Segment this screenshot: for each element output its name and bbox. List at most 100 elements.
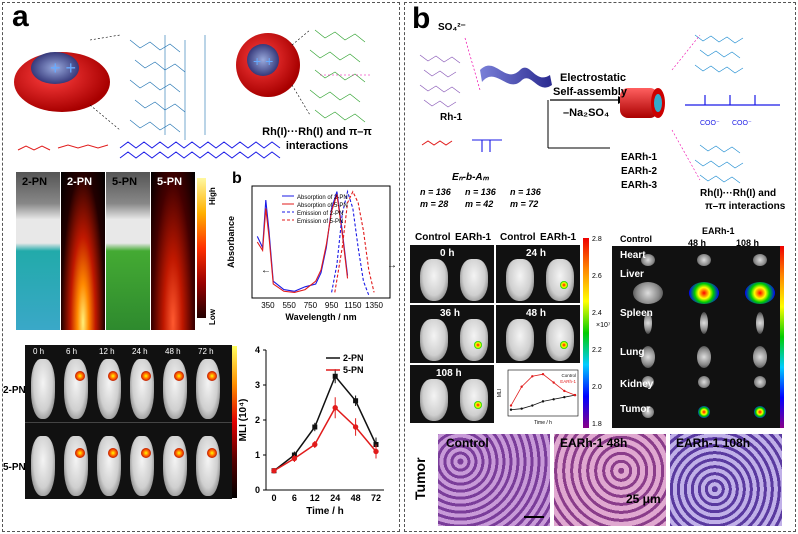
b-mouse-1-1: [546, 259, 574, 301]
scale-bar: [524, 516, 544, 518]
b-mouse-signal-1: [560, 281, 568, 289]
mouse-time-4: 48 h: [165, 347, 181, 356]
mouse-1-3: [130, 436, 154, 496]
abs-series-3: [334, 190, 375, 293]
organ-1-1: [689, 282, 719, 304]
mli-point-1-3: [332, 405, 338, 411]
inset-point-1-3: [541, 372, 545, 376]
mouse-0-1: [64, 359, 88, 419]
histology-108h: [670, 434, 782, 526]
mouse-time-0: 0 h: [33, 347, 45, 356]
invivo-tile-0h: [410, 245, 494, 303]
mli-xtick-1: 6: [292, 493, 297, 503]
organ-colorbar: [780, 246, 784, 428]
vial-photos: 2-PN 2-PN 5-PN 5-PN: [16, 172, 196, 330]
inset-point-1-2: [531, 375, 534, 378]
mli-point-0-2: [312, 424, 318, 430]
b-mouse-3-1: [546, 319, 574, 361]
mli-xtick-5: 72: [371, 493, 381, 503]
time-0h: 0 h: [440, 248, 455, 259]
mouse-0-3: [130, 359, 154, 419]
img-header-3: Control: [500, 232, 536, 243]
inset-point-0-4: [552, 398, 555, 401]
abs-xlabel: Wavelength / nm: [285, 312, 356, 322]
b-mouse-3-0: [506, 319, 534, 361]
abs-arrow-right: →: [387, 260, 396, 271]
mouse-signal-0-3: [141, 371, 151, 381]
invivo-tile-48h: [496, 305, 580, 363]
inset-point-0-1: [520, 407, 523, 410]
mli-point-1-5: [373, 448, 379, 455]
inset-point-0-3: [541, 400, 545, 403]
mouse-signal-0-4: [174, 371, 184, 381]
mouse-signal-1-4: [174, 448, 184, 458]
organ-1-4: [698, 376, 710, 388]
panel-b: [404, 2, 796, 532]
colorbar-high: High: [208, 187, 217, 205]
mli-xlabel: Time / h: [306, 506, 344, 517]
abs-legend-3: Emission of 5-PN: [297, 219, 343, 225]
vial-label-4: 5-PN: [157, 176, 183, 188]
mouse-time-2: 12 h: [99, 347, 115, 356]
polymer-label: Eₙ-b-Aₘ: [452, 172, 489, 183]
hist-label-108h: EARh-1 108h: [676, 436, 751, 450]
time-24h: 24 h: [526, 248, 547, 259]
inset-xlabel: Time / h: [534, 420, 552, 426]
mli-xtick-4: 48: [351, 493, 361, 503]
histology-48h: [554, 434, 666, 526]
svg-text:COO⁻: COO⁻: [732, 120, 752, 127]
inset-point-1-1: [520, 385, 523, 388]
panel-b-scheme: COO⁻ COO⁻: [419, 34, 780, 184]
tumor-side-label: Tumor: [412, 457, 428, 500]
inset-point-0-2: [531, 404, 534, 407]
mouse-1-1: [64, 436, 88, 496]
mouse-row-label-1: 2-PN: [3, 385, 26, 396]
mouse-row-label-2: 5-PN: [3, 462, 26, 473]
mouse-signal-1-5: [207, 448, 217, 458]
abs-legend-2: Emission of 2-PN: [297, 211, 343, 217]
mli-legend-0: 2-PN: [343, 353, 364, 363]
organ-header-48h: 48 h: [688, 238, 707, 248]
m-value-1: m = 28: [420, 199, 449, 209]
abs-series-2: [331, 189, 370, 296]
mouse-time-1: 6 h: [66, 347, 78, 356]
mli-legend-1: 5-PN: [343, 365, 364, 375]
m-value-2: m = 42: [465, 199, 494, 209]
b-interaction-1: Rh(I)···Rh(I) and: [700, 188, 777, 199]
organ-0-0: [641, 254, 655, 266]
abs-xtick-0: 350: [261, 301, 275, 310]
mli-point-1-0: [271, 468, 277, 474]
panel-a-interaction-text: Rh(I)···Rh(I) and π–π interactions: [262, 126, 372, 152]
time-36h: 36 h: [440, 308, 461, 319]
organ-header-control: Control: [620, 234, 652, 244]
abs-plot-frame: [251, 185, 391, 299]
organ-kidney: Kidney: [620, 379, 654, 390]
b-mouse-signal-2: [474, 341, 482, 349]
m-value-3: m = 72: [510, 199, 539, 209]
panel-a: [2, 2, 400, 532]
rh-label: Rh-1: [440, 112, 463, 123]
mli-xtick-3: 24: [330, 493, 340, 503]
invivo-tile-24h: [496, 245, 580, 303]
b-interaction-2: π–π interactions: [705, 201, 786, 212]
n-value-2: n = 136: [465, 187, 496, 197]
abs-xtick-3: 950: [325, 301, 339, 310]
colorbar-tick-0: 2.8: [592, 236, 602, 243]
abs-xtick-1: 550: [282, 301, 296, 310]
b-mouse-1-0: [506, 259, 534, 301]
abs-ylabel: Absorbance: [226, 216, 236, 268]
organ-0-2: [644, 312, 652, 334]
mli-ytick-2: 2: [255, 415, 260, 425]
abs-xtick-2: 750: [304, 301, 318, 310]
abs-series-1: [256, 194, 349, 293]
panel-a-inner-b-label: b: [232, 170, 242, 187]
organ-2-3: [753, 346, 767, 368]
time-48h: 48 h: [526, 308, 547, 319]
so4-label: SO₄²⁻: [438, 22, 466, 33]
product-2: EARh-2: [621, 166, 658, 177]
arrow-bottom-label: –Na₂SO₄: [563, 107, 610, 119]
organ-1-2: [700, 312, 708, 334]
inset-ylabel: MLI: [497, 389, 503, 397]
